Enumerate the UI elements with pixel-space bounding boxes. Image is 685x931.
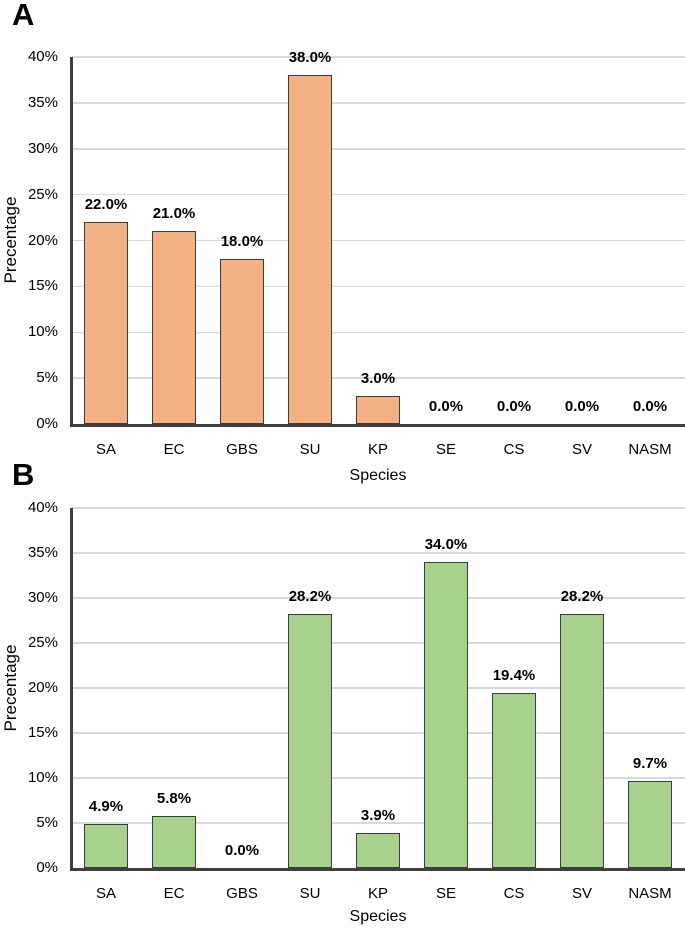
- gridline: [72, 777, 685, 779]
- category-label: SE: [435, 885, 456, 902]
- bar: [152, 231, 196, 424]
- bar-value-label: 34.0%: [424, 536, 468, 553]
- bar: [152, 815, 196, 868]
- category-label: CS: [503, 885, 525, 902]
- gridline: [72, 822, 685, 824]
- panel-b-letter: B: [12, 457, 35, 492]
- bar: [84, 823, 128, 868]
- category-label: NASM: [628, 441, 672, 458]
- gridline: [72, 597, 685, 599]
- y-tick-label: 30%: [27, 139, 58, 157]
- gridline: [72, 377, 685, 379]
- gridline: [72, 552, 685, 554]
- bar-value-label: 18.0%: [220, 232, 264, 250]
- x-axis-line: [70, 868, 685, 871]
- bar: [288, 614, 332, 868]
- category-label: SA: [95, 441, 116, 458]
- bar-value-label: 0.0%: [632, 398, 668, 415]
- gridline: [72, 193, 685, 196]
- category-label: KP: [367, 885, 388, 902]
- y-tick-label: 20%: [27, 679, 58, 696]
- gridline: [72, 642, 685, 644]
- category-label: GBS: [226, 441, 258, 458]
- category-label: SU: [299, 885, 321, 902]
- category-label: SA: [95, 885, 116, 902]
- panel-a-x-axis-title: Species: [349, 467, 407, 484]
- bar-value-label: 3.0%: [360, 370, 396, 388]
- y-tick-label: 10%: [27, 323, 58, 341]
- category-label: SU: [299, 441, 321, 458]
- bar: [628, 780, 672, 868]
- bar: [356, 396, 400, 424]
- bar: [356, 832, 400, 868]
- bar-value-label: 22.0%: [84, 196, 128, 214]
- bar: [84, 222, 128, 424]
- x-axis-line: [70, 424, 685, 427]
- y-axis-line: [70, 508, 73, 870]
- bar-value-label: 28.2%: [560, 588, 604, 606]
- panel-a-letter: A: [12, 0, 35, 32]
- y-tick-label: 5%: [36, 369, 58, 387]
- gridline: [72, 102, 685, 104]
- bar: [220, 258, 264, 424]
- gridline: [72, 56, 685, 58]
- bar-value-label: 0.0%: [496, 398, 532, 415]
- gridline: [72, 148, 685, 150]
- y-tick-label: 0%: [36, 415, 58, 432]
- y-tick-label: 35%: [27, 544, 58, 561]
- bar-value-label: 4.9%: [88, 797, 124, 815]
- category-label: GBS: [226, 885, 258, 902]
- bar-value-label: 5.8%: [156, 789, 192, 807]
- gridline: [72, 331, 685, 333]
- y-tick-label: 25%: [27, 634, 58, 651]
- panel-b-x-axis-title: Species: [349, 908, 407, 925]
- bar-value-label: 21.0%: [152, 205, 196, 223]
- category-label: KP: [367, 441, 388, 458]
- bar-value-label: 38.0%: [288, 49, 332, 67]
- bar-value-label: 0.0%: [564, 398, 600, 415]
- gridline: [72, 687, 685, 689]
- bar: [288, 75, 332, 424]
- gridline: [72, 285, 685, 288]
- y-tick-label: 20%: [27, 231, 58, 249]
- y-tick-label: 35%: [27, 93, 58, 111]
- y-tick-label: 15%: [27, 277, 58, 295]
- y-tick-label: 25%: [27, 185, 58, 203]
- bar-value-label: 3.9%: [360, 806, 396, 824]
- bar-value-label: 9.7%: [632, 754, 668, 772]
- bar: [560, 614, 604, 868]
- category-label: EC: [163, 885, 185, 902]
- y-tick-label: 0%: [36, 859, 58, 876]
- y-axis-line: [70, 57, 73, 426]
- y-tick-label: 5%: [36, 814, 58, 831]
- category-label: SE: [435, 441, 456, 458]
- y-tick-label: 10%: [27, 769, 58, 786]
- bar: [492, 693, 536, 868]
- y-tick-label: 15%: [27, 724, 58, 741]
- y-tick-label: 30%: [27, 589, 58, 606]
- category-label: SV: [571, 441, 592, 458]
- bar-value-label: 0.0%: [428, 398, 464, 415]
- bar-value-label: 0.0%: [224, 842, 260, 859]
- category-label: CS: [503, 441, 525, 458]
- category-label: NASM: [628, 885, 672, 902]
- bar-value-label: 28.2%: [288, 588, 332, 606]
- category-label: SV: [571, 885, 592, 902]
- y-tick-label: 40%: [27, 48, 58, 65]
- bar: [424, 562, 468, 868]
- bar-value-label: 19.4%: [492, 667, 536, 685]
- gridline: [72, 732, 685, 734]
- gridline: [72, 507, 685, 509]
- category-label: EC: [163, 441, 185, 458]
- y-tick-label: 40%: [27, 499, 58, 516]
- gridline: [72, 239, 685, 242]
